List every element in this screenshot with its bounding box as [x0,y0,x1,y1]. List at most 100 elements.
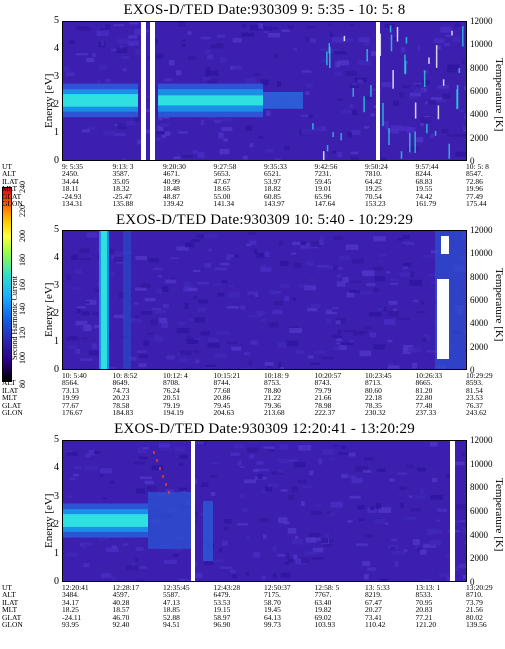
noise-cell [92,312,99,315]
noise-cell [168,59,175,66]
noise-cell [154,131,165,135]
noise-cell [237,523,248,526]
table-cell: 8708. [163,378,180,388]
table-cell: 34.17 [62,597,79,607]
noise-cell [125,120,136,126]
noise-cell [319,235,324,241]
noise-cell [69,477,76,480]
noise-cell [320,48,333,52]
noise-cell [75,349,81,355]
noise-cell [133,461,146,465]
noise-cell [349,289,361,293]
noise-cell [105,24,111,30]
colorbar-tick: 240 [18,181,27,193]
noise-cell [378,507,392,513]
noise-cell [351,83,358,86]
noise-cell [226,254,235,258]
spike [332,132,334,138]
noise-cell [178,487,188,491]
noise-cell [193,317,206,323]
noise-cell [81,337,88,340]
vertical-burst-core [101,231,107,369]
noise-cell [244,352,251,356]
y-tick-label: 0 [54,364,59,375]
noise-cell [409,92,421,97]
noise-cell [229,285,234,288]
noise-cell [422,334,430,341]
noise-cell [444,34,452,37]
noise-cell [321,356,334,360]
table-cell: 18.85 [163,605,180,615]
orbit-table: UT 9: 5:35 9:13: 3 9:20:30 9:27:58 9:35:33 9:4… [2,162,502,208]
noise-cell [249,240,257,245]
table-cell: 20.51 [163,393,180,403]
noise-cell [402,263,412,268]
noise-cell [258,313,263,316]
noise-cell [157,275,162,278]
row-label: ILAT [2,176,19,186]
noise-cell [82,543,87,549]
noise-cell [272,545,278,552]
noise-cell [325,318,332,324]
noise-cell [135,255,148,260]
noise-cell [391,538,398,542]
spike [448,143,450,159]
noise-cell [377,306,384,311]
noise-cell [341,109,351,114]
noise-cell [350,151,359,155]
noise-cell [337,452,350,455]
table-cell: 81.54 [466,385,483,395]
row-label: ALT [2,590,16,600]
energy-band-core [158,95,263,106]
spike [326,145,329,152]
noise-cell [335,267,343,270]
noise-cell [97,80,101,85]
noise-cell [373,344,385,350]
y2-tick-label: 12000 [470,225,493,235]
noise-cell [466,541,467,545]
noise-cell [373,236,386,242]
table-cell: 19.96 [466,184,483,194]
table-cell: 47.67 [213,176,231,186]
noise-cell [88,350,102,356]
spike [428,57,430,64]
table-cell: 9:35:33 [264,162,287,171]
noise-cell [151,307,162,311]
noise-cell [370,51,378,57]
noise-cell [383,121,389,126]
spike [388,128,390,146]
noise-cell [347,520,353,523]
noise-cell [75,320,88,326]
noise-cell [200,482,209,488]
spike [382,102,384,127]
noise-cell [184,303,189,309]
noise-cell [390,282,399,285]
noise-cell [393,37,400,40]
table-cell: 237.33 [415,407,437,417]
noise-cell [232,65,243,70]
spike [326,51,328,66]
y-tick-label: 3 [54,490,59,502]
noise-cell [113,133,126,137]
noise-cell [429,441,438,447]
noise-cell [178,462,184,466]
table-cell: 74.42 [415,191,433,201]
noise-cell [137,139,144,145]
noise-cell [216,34,226,38]
noise-cell [277,342,287,349]
table-cell: 7231. [314,169,332,179]
noise-cell [200,331,210,336]
noise-cell [88,449,96,456]
noise-cell [454,519,461,524]
noise-cell [200,512,206,516]
noise-cell [278,458,290,464]
noise-cell [212,559,224,563]
spike [423,70,426,88]
noise-cell [459,109,465,113]
noise-cell [329,32,333,37]
noise-cell [339,255,350,260]
noise-cell [285,552,290,559]
noise-cell [151,465,164,471]
table-cell: 8533. [415,590,433,600]
noise-cell [247,291,259,295]
